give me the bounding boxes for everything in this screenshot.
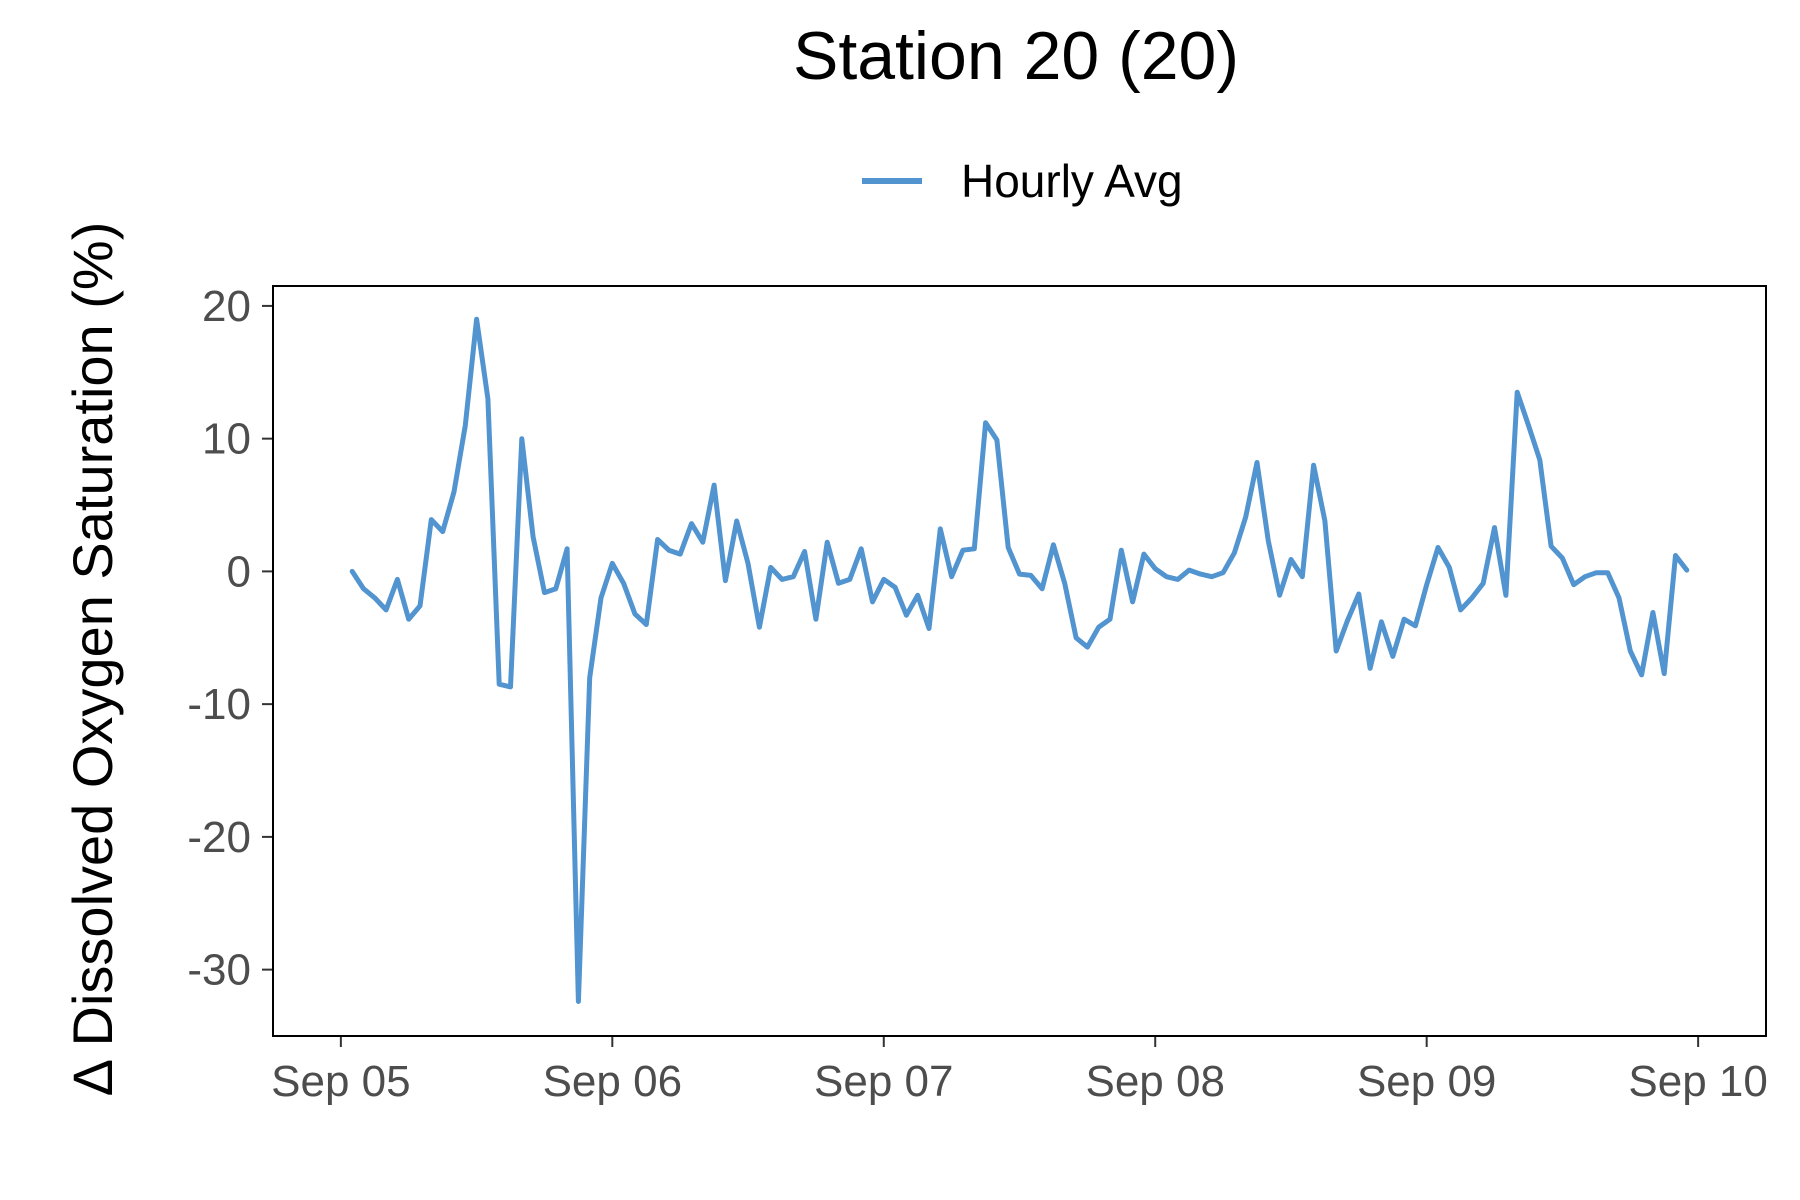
x-axis: Sep 05 Sep 06 Sep 07 Sep 08 Sep 09 Sep 10: [271, 1036, 1768, 1106]
x-tick-label: Sep 08: [1085, 1057, 1224, 1106]
y-tick-label: -30: [187, 946, 251, 995]
series-line-hourly-avg: [349, 316, 1690, 1004]
y-tick-label: 0: [227, 547, 251, 596]
y-axis: 20 10 0 -10 -20 -30: [187, 282, 273, 995]
y-axis-label: Δ Dissolved Oxygen Saturation (%): [61, 222, 124, 1097]
legend: Hourly Avg: [862, 155, 1183, 207]
legend-label-hourly-avg: Hourly Avg: [961, 155, 1183, 207]
x-tick-label: Sep 07: [814, 1057, 953, 1106]
x-tick-label: Sep 10: [1628, 1057, 1767, 1106]
x-tick-label: Sep 06: [543, 1057, 682, 1106]
y-tick-label: -10: [187, 680, 251, 729]
x-tick-label: Sep 09: [1357, 1057, 1496, 1106]
y-tick-label: -20: [187, 813, 251, 862]
y-tick-label: 20: [202, 282, 251, 331]
chart-title: Station 20 (20): [793, 18, 1239, 94]
y-tick-label: 10: [202, 415, 251, 464]
plot-panel: [272, 285, 1767, 1037]
x-tick-label: Sep 05: [271, 1057, 410, 1106]
